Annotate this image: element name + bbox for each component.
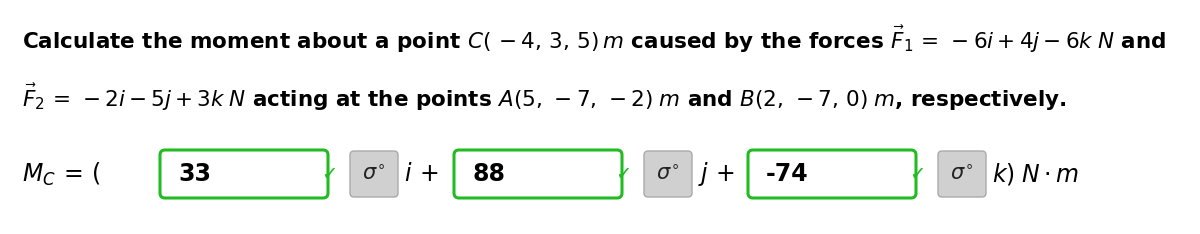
FancyBboxPatch shape <box>644 151 692 197</box>
FancyBboxPatch shape <box>938 151 986 197</box>
Text: $\sigma^{\!\circ}$: $\sigma^{\!\circ}$ <box>656 164 679 184</box>
FancyBboxPatch shape <box>160 150 328 198</box>
Text: $j\,+$: $j\,+$ <box>698 160 734 188</box>
Text: $\sigma^{\!\circ}$: $\sigma^{\!\circ}$ <box>362 164 385 184</box>
FancyBboxPatch shape <box>748 150 916 198</box>
FancyBboxPatch shape <box>454 150 622 198</box>
Text: -74: -74 <box>766 162 809 186</box>
Text: Calculate the moment about a point $C(\,-4,\,3,\,5)\,m$ caused by the forces $\v: Calculate the moment about a point $C(\,… <box>22 24 1166 55</box>
Text: $\sigma^{\!\circ}$: $\sigma^{\!\circ}$ <box>950 164 973 184</box>
Text: ✓: ✓ <box>614 165 631 183</box>
Text: $i\,+$: $i\,+$ <box>404 162 438 186</box>
FancyBboxPatch shape <box>350 151 398 197</box>
Text: ✓: ✓ <box>908 165 925 183</box>
Text: $\vec{F}_2\,=\,-2i-5j+3k\;N$ acting at the points $A(5,\,-7,\,-2)\;m$ and $B(2,\: $\vec{F}_2\,=\,-2i-5j+3k\;N$ acting at t… <box>22 82 1067 113</box>
Text: $M_C\,=\,($: $M_C\,=\,($ <box>22 160 101 188</box>
Text: $k)\;N\cdot m$: $k)\;N\cdot m$ <box>992 161 1079 187</box>
Text: ✓: ✓ <box>320 165 337 183</box>
Text: 88: 88 <box>472 162 505 186</box>
Text: 33: 33 <box>178 162 211 186</box>
